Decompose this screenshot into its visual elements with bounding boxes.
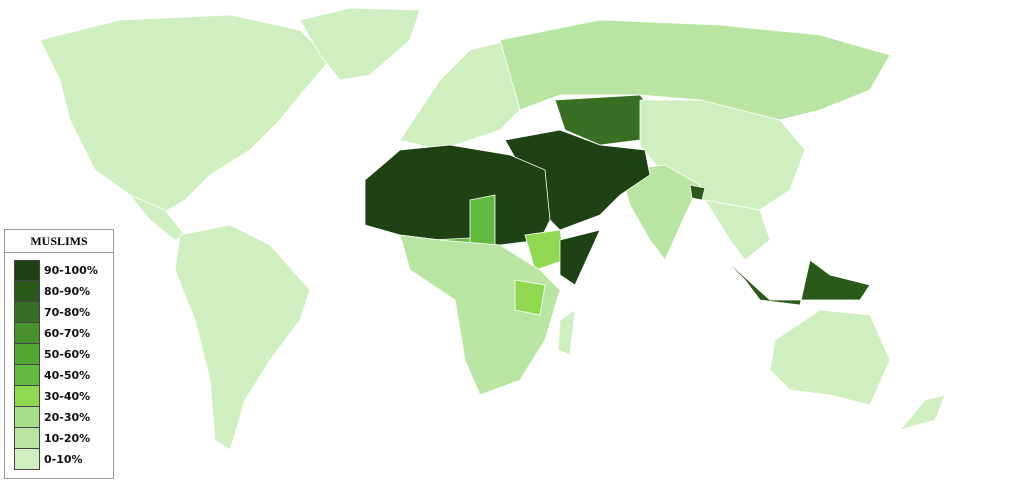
southeast-asia <box>704 199 771 261</box>
new-zealand <box>898 394 946 431</box>
legend-item: 10-20% <box>14 428 98 449</box>
legend-item: 50-60% <box>14 344 98 365</box>
legend-swatch <box>14 386 40 407</box>
legend-item: 40-50% <box>14 365 98 386</box>
legend-swatch <box>14 323 40 344</box>
australia <box>769 309 891 406</box>
legend-label: 90-100% <box>44 264 98 277</box>
legend-item: 0-10% <box>14 449 98 470</box>
legend-swatch <box>14 344 40 365</box>
legend-swatch <box>14 407 40 428</box>
legend-swatch <box>14 281 40 302</box>
north-africa <box>364 144 551 246</box>
legend-swatch <box>14 428 40 449</box>
legend-item: 80-90% <box>14 281 98 302</box>
bangladesh <box>689 184 706 201</box>
tanzania <box>514 279 546 316</box>
legend-item: 90-100% <box>14 260 98 281</box>
legend-swatch <box>14 449 40 470</box>
india <box>619 164 701 261</box>
legend-swatch <box>14 302 40 323</box>
madagascar <box>557 309 576 356</box>
legend-label: 80-90% <box>44 285 91 298</box>
legend-label: 10-20% <box>44 432 91 445</box>
legend-item: 60-70% <box>14 323 98 344</box>
legend-items: 90-100% 80-90% 70-80% 60-70% 50-60% 40-50% 30-… <box>14 260 98 470</box>
legend-label: 40-50% <box>44 369 91 382</box>
legend-item: 70-80% <box>14 302 98 323</box>
chad-area <box>469 194 496 246</box>
legend-swatch <box>14 260 40 281</box>
legend: MUSLIMS 90-100% 80-90% 70-80% 60-70% 50-60% 4… <box>4 229 114 479</box>
legend-label: 30-40% <box>44 390 91 403</box>
legend-item: 20-30% <box>14 407 98 428</box>
indonesia <box>719 254 871 306</box>
legend-label: 60-70% <box>44 327 91 340</box>
greenland <box>299 7 421 81</box>
sub-saharan-africa <box>399 234 561 396</box>
north-america <box>39 14 331 216</box>
somalia <box>559 229 601 286</box>
legend-swatch <box>14 365 40 386</box>
legend-label: 20-30% <box>44 411 91 424</box>
legend-title: MUSLIMS <box>5 230 113 253</box>
russia <box>499 19 891 121</box>
legend-label: 50-60% <box>44 348 91 361</box>
legend-label: 0-10% <box>44 453 83 466</box>
south-america <box>174 224 311 451</box>
legend-label: 70-80% <box>44 306 91 319</box>
legend-item: 30-40% <box>14 386 98 407</box>
